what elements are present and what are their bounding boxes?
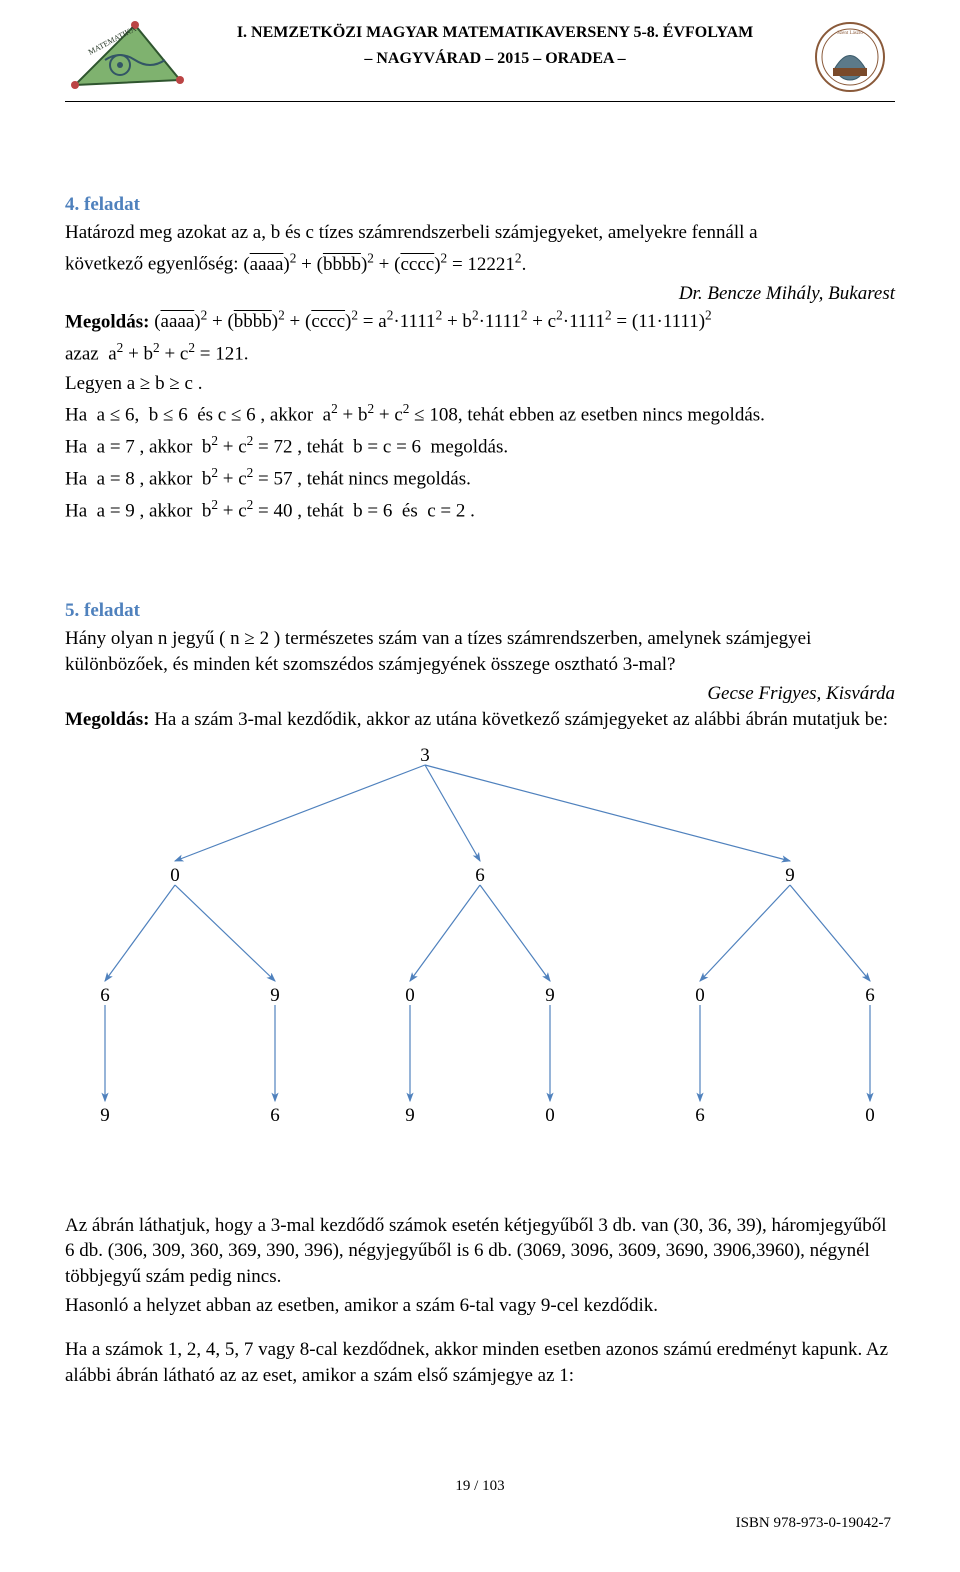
math-eq-2: (aaaa)2 + (bbbb)2 + (cccc)2 = a2·11112 +… — [154, 311, 712, 332]
problem-4-l6: Ha a = 9 , akkor b2 + c2 = 40 , tehát b … — [65, 496, 895, 524]
problem-4-line-1: Határozd meg azokat az a, b és c tízes s… — [65, 220, 895, 246]
header-logo-left: MATEMATIKA — [65, 20, 195, 95]
problem-5: 5. feladat Hány olyan n jegyű ( n ≥ 2 ) … — [65, 598, 895, 1388]
tree-node: 0 — [165, 863, 185, 889]
tree-node: 6 — [690, 1103, 710, 1129]
page: MATEMATIKA I. NEMZETKÖZI MAGYAR MATEMATI… — [0, 0, 960, 1572]
tree-arrows-svg — [65, 743, 895, 1163]
tree-node: 0 — [540, 1103, 560, 1129]
problem-5-after-3: Ha a számok 1, 2, 4, 5, 7 vagy 8-cal kez… — [65, 1337, 895, 1388]
svg-text:Szent László: Szent László — [837, 31, 863, 36]
problem-5-after-2: Hasonló a helyzet abban az esetben, amik… — [65, 1293, 895, 1319]
math-eq-1: (aaaa)2 + (bbbb)2 + (cccc)2 = 122212. — [243, 254, 526, 275]
header-title: I. NEMZETKÖZI MAGYAR MATEMATIKAVERSENY 5… — [195, 20, 795, 71]
problem-4-title: 4. feladat — [65, 192, 895, 218]
page-header: MATEMATIKA I. NEMZETKÖZI MAGYAR MATEMATI… — [65, 20, 895, 102]
page-number: 19 / 103 — [65, 1478, 895, 1495]
problem-4-eq-prefix: következő egyenlőség: — [65, 254, 243, 275]
solution-label: Megoldás: — [65, 311, 154, 332]
tree-node: 3 — [415, 743, 435, 769]
crest-logo-icon: Szent László — [805, 20, 895, 95]
tree-node: 0 — [400, 983, 420, 1009]
tree-node: 6 — [470, 863, 490, 889]
problem-5-after-1: Az ábrán láthatjuk, hogy a 3-mal kezdődő… — [65, 1213, 895, 1290]
tree-node: 6 — [95, 983, 115, 1009]
problem-4-equation-1: következő egyenlőség: (aaaa)2 + (bbbb)2 … — [65, 249, 895, 277]
tree-node: 6 — [860, 983, 880, 1009]
isbn: ISBN 978-973-0-19042-7 — [65, 1515, 895, 1532]
tree-node: 6 — [265, 1103, 285, 1129]
problem-4-author: Dr. Bencze Mihály, Bukarest — [445, 281, 895, 307]
solution-label-5: Megoldás: — [65, 709, 154, 730]
problem-4-l4: Ha a = 7 , akkor b2 + c2 = 72 , tehát b … — [65, 432, 895, 460]
header-line-1: I. NEMZETKÖZI MAGYAR MATEMATIKAVERSENY 5… — [195, 20, 795, 46]
problem-4: 4. feladat Határozd meg azokat az a, b é… — [65, 192, 895, 524]
problem-4-solution-line-1: Megoldás: (aaaa)2 + (bbbb)2 + (cccc)2 = … — [65, 307, 895, 335]
tree-node: 9 — [540, 983, 560, 1009]
tree-node: 9 — [780, 863, 800, 889]
problem-5-statement: Hány olyan n jegyű ( n ≥ 2 ) természetes… — [65, 626, 895, 677]
tree-node: 9 — [400, 1103, 420, 1129]
digit-tree-diagram: 3 0 6 9 6 9 0 9 0 6 9 6 9 0 6 0 — [65, 743, 895, 1163]
triangle-logo-icon: MATEMATIKA — [65, 20, 185, 95]
problem-5-author: Gecse Frigyes, Kisvárda — [65, 681, 895, 707]
tree-node: 9 — [265, 983, 285, 1009]
problem-4-l5: Ha a = 8 , akkor b2 + c2 = 57 , tehát ni… — [65, 464, 895, 492]
problem-4-l2: Legyen a ≥ b ≥ c . — [65, 371, 895, 397]
header-line-2: – NAGYVÁRAD – 2015 – ORADEA – — [195, 46, 795, 72]
problem-5-solution: Megoldás: Ha a szám 3-mal kezdődik, akko… — [65, 707, 895, 733]
problem-5-solution-text: Ha a szám 3-mal kezdődik, akkor az utána… — [154, 709, 888, 730]
tree-node: 0 — [860, 1103, 880, 1129]
tree-node: 9 — [95, 1103, 115, 1129]
header-logo-right: Szent László — [795, 20, 895, 95]
problem-4-l3: Ha a ≤ 6, b ≤ 6 és c ≤ 6 , akkor a2 + b2… — [65, 400, 895, 428]
tree-node: 0 — [690, 983, 710, 1009]
problem-5-title: 5. feladat — [65, 598, 895, 624]
problem-4-l1: azaz a2 + b2 + c2 = 121. — [65, 339, 895, 367]
